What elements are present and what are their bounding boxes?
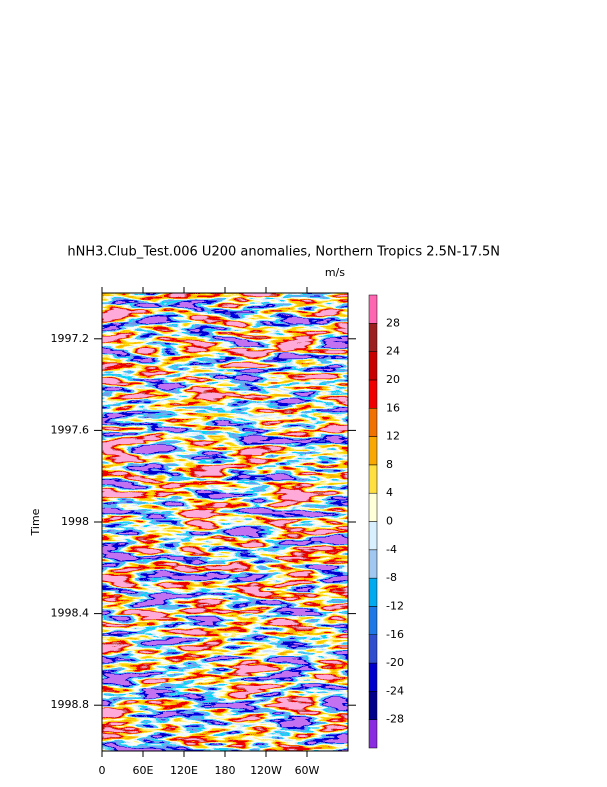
chart-title: hNH3.Club_Test.006 U200 anomalies, North…: [67, 245, 500, 260]
y-tick-label: 1997.2: [51, 332, 90, 345]
colorbar-box: [368, 408, 378, 437]
y-tick-label: 1997.6: [51, 423, 90, 436]
colorbar-label: 4: [386, 486, 393, 499]
colorbar-label: 0: [386, 515, 393, 528]
colorbar-label: 24: [386, 345, 400, 358]
colorbar-box: [368, 379, 378, 409]
colorbar-box: [368, 691, 378, 720]
colorbar-box: [368, 577, 378, 607]
colorbar-box: [368, 521, 378, 551]
y-axis-label: Time: [29, 508, 42, 536]
y-tick-label: 1998.4: [51, 607, 90, 620]
colorbar-box: [368, 323, 378, 352]
colorbar-box: [368, 662, 378, 692]
colorbar-box: [368, 436, 378, 466]
anomaly-field: [102, 293, 348, 751]
units-label: m/s: [325, 266, 345, 279]
x-tick-label: 180: [215, 764, 236, 777]
colorbar-box: [368, 351, 378, 381]
y-tick-label: 1998.8: [51, 698, 90, 711]
colorbar-box: [368, 549, 378, 579]
colorbar-label: -24: [386, 684, 404, 697]
x-tick-label: 60E: [133, 764, 154, 777]
colorbar-label: -12: [386, 599, 404, 612]
colorbar-label: -4: [386, 543, 397, 556]
colorbar-label: -8: [386, 571, 397, 584]
x-tick-label: 120W: [250, 764, 282, 777]
x-tick-label: 120E: [170, 764, 198, 777]
colorbar-label: -28: [386, 713, 404, 726]
y-tick-label: 1998: [61, 515, 89, 528]
colorbar-label: 12: [386, 430, 400, 443]
colorbar-box: [368, 634, 378, 664]
x-tick-label: 60W: [295, 764, 320, 777]
colorbar-label: 20: [386, 373, 400, 386]
colorbar-label: 8: [386, 458, 393, 471]
colorbar-box: [368, 464, 378, 494]
colorbar-label: 16: [386, 401, 400, 414]
colorbar-label: -20: [386, 656, 404, 669]
colorbar-label: -16: [386, 628, 404, 641]
colorbar-label: 28: [386, 316, 400, 329]
x-tick-label: 0: [99, 764, 106, 777]
colorbar-box: [368, 606, 378, 635]
colorbar-box: [368, 294, 378, 324]
colorbar-box: [368, 492, 378, 522]
colorbar-box: [368, 719, 378, 749]
